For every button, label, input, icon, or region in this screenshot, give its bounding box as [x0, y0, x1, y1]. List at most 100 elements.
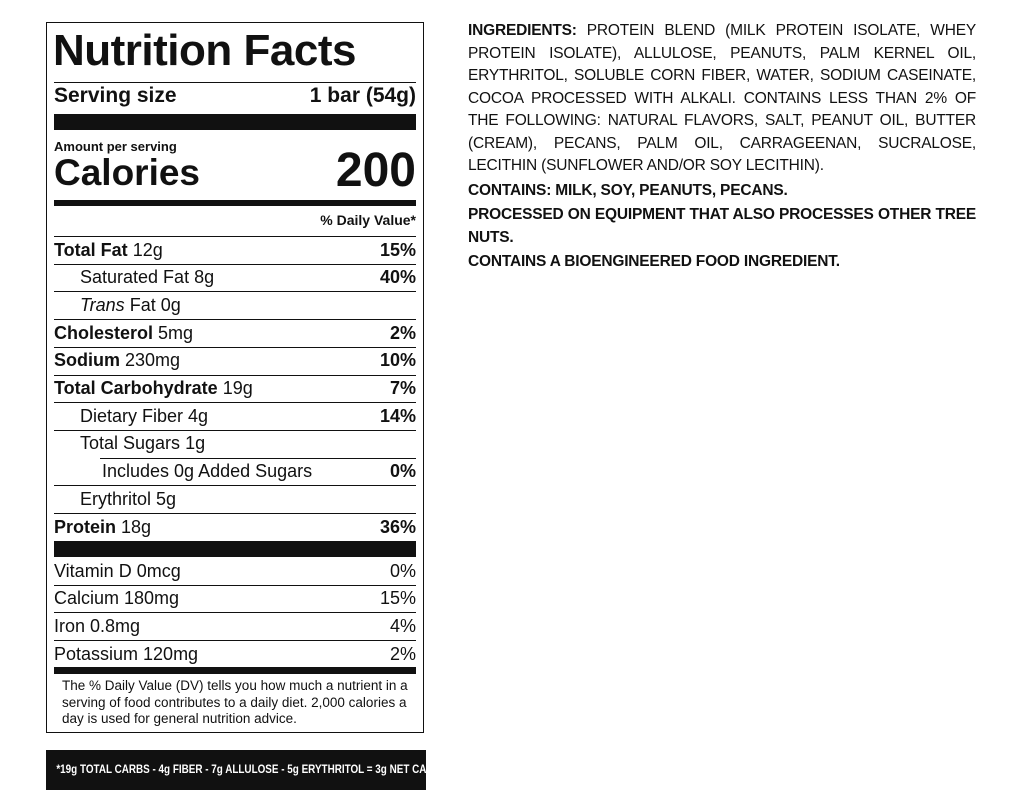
nutrient-name: Sodium — [54, 350, 120, 371]
ingredients-label: INGREDIENTS: — [468, 22, 577, 39]
row-rule — [54, 319, 416, 321]
vitamin-name: Potassium 120mg — [54, 643, 199, 664]
nutrient-row: Total Sugars 1g — [54, 430, 416, 457]
nutrient-label: Dietary Fiber 4g — [80, 406, 208, 426]
vitamin-name: Vitamin D 0mcg — [54, 560, 181, 581]
vitamin-dv: 2% — [389, 643, 416, 664]
vitamin-dv: 4% — [389, 615, 416, 636]
row-rule — [54, 640, 416, 642]
row-rule — [54, 485, 416, 487]
nutrient-row: Total Carbohydrate 19g 7% — [54, 375, 416, 402]
nutrient-dv: 14% — [379, 405, 416, 426]
calories-value: 200 — [335, 144, 416, 197]
row-rule — [54, 236, 416, 237]
nutrient-name: Dietary Fiber — [80, 405, 184, 426]
nutrient-label: Total Fat 12g — [54, 240, 163, 260]
statement: PROCESSED ON EQUIPMENT THAT ALSO PROCESS… — [468, 206, 976, 246]
nutrient-name: Saturated Fat — [80, 267, 190, 288]
nutrient-name: Total Carbohydrate — [54, 378, 218, 398]
dv-header: % Daily Value* — [320, 212, 416, 228]
medium-rule — [54, 200, 416, 206]
nutrient-amount: 0g — [160, 294, 181, 315]
nutrient-row: Dietary Fiber 4g 14% — [54, 403, 416, 430]
nutrient-name: Protein — [54, 516, 117, 537]
nutrient-name: Erythritol — [80, 488, 152, 509]
nutrient-dv: 10% — [379, 350, 416, 371]
nutrient-dv: 40% — [379, 267, 416, 288]
row-rule — [100, 457, 416, 459]
nutrient-label: Trans Fat 0g — [80, 295, 181, 315]
ingredients-text: PROTEIN BLEND (MILK PROTEIN ISOLATE, WHE… — [468, 22, 976, 174]
rule — [54, 82, 416, 83]
nutrient-label: Cholesterol 5mg — [54, 323, 193, 343]
nutrient-amount: 5g — [156, 488, 177, 509]
row-rule — [54, 263, 416, 265]
nutrient-name: Cholesterol — [54, 322, 154, 343]
net-carbs: *19g TOTAL CARBS - 4g FIBER - 7g ALLULOS… — [56, 764, 448, 776]
facts-title: Nutrition Facts — [53, 26, 356, 75]
ingredients: INGREDIENTS: PROTEIN BLEND (MILK PROTEIN… — [468, 20, 976, 276]
vitamin-name: Calcium 180mg — [54, 588, 180, 609]
row-rule — [54, 429, 416, 431]
nutrient-dv: 36% — [379, 516, 416, 537]
nutrient-row: Saturated Fat 8g 40% — [54, 264, 416, 291]
row-rule — [54, 291, 416, 293]
nutrient-dv: 7% — [389, 378, 416, 398]
nutrient-row: Cholesterol 5mg 2% — [54, 320, 416, 347]
nutrition-box — [46, 22, 424, 733]
vitamin-row: Calcium 180mg 15% — [54, 585, 416, 612]
nutrient-label: Includes 0g Added Sugars — [102, 461, 312, 481]
vitamin-dv: 15% — [379, 588, 416, 609]
vitamin-row: Potassium 120mg 2% — [54, 641, 416, 668]
nutrient-amount: 8g — [194, 267, 215, 288]
nutrient-amount: 230mg — [125, 350, 181, 371]
nutrient-row: Sodium 230mg 10% — [54, 347, 416, 374]
statement: CONTAINS A BIOENGINEERED FOOD INGREDIENT… — [468, 253, 840, 270]
nutrient-amount: 5mg — [158, 322, 194, 343]
thick-rule — [54, 541, 416, 557]
statements: CONTAINS: MILK, SOY, PEANUTS, PECANS. PRO… — [468, 180, 976, 274]
row-rule — [54, 346, 416, 348]
nutrient-dv: 15% — [379, 239, 416, 260]
vitamin-name: Iron 0.8mg — [54, 615, 141, 636]
footnote: The % Daily Value (DV) tells you how muc… — [62, 678, 408, 726]
vitamin-row: Iron 0.8mg 4% — [54, 613, 416, 640]
nutrient-amount: 18g — [121, 516, 152, 537]
serving-value: 1 bar (54g) — [309, 84, 416, 107]
nutrient-row: Protein 18g 36% — [54, 514, 416, 541]
nutrient-amount: 4g — [188, 405, 209, 426]
calories-label: Calories — [54, 152, 201, 193]
thick-rule — [54, 114, 416, 130]
nutrient-name: Total Fat — [54, 239, 128, 260]
nutrient-row: Trans Fat 0g — [54, 292, 416, 319]
nutrient-name: Total Sugars — [80, 433, 181, 454]
vitamin-row: Vitamin D 0mcg 0% — [54, 558, 416, 585]
nutrient-row: Erythritol 5g — [54, 486, 416, 513]
row-rule — [54, 402, 416, 404]
nutrient-label: Protein 18g — [54, 517, 151, 537]
nutrient-name: Fat — [129, 294, 156, 315]
medium-rule — [54, 667, 416, 674]
nutrient-row: Total Fat 12g 15% — [54, 237, 416, 264]
vitamin-dv: 0% — [389, 560, 416, 581]
statement: CONTAINS: MILK, SOY, PEANUTS, PECANS. — [468, 181, 788, 199]
nutrient-dv: 2% — [389, 322, 416, 343]
row-rule — [54, 513, 416, 514]
nutrient-row: Includes 0g Added Sugars 0% — [54, 458, 416, 485]
row-rule — [54, 584, 416, 586]
nutrient-italic: Trans — [80, 294, 125, 315]
nutrient-label: Erythritol 5g — [80, 489, 176, 509]
row-rule — [54, 374, 416, 376]
nutrient-label: Total Carbohydrate 19g — [54, 378, 253, 398]
serving-label: Serving size — [54, 84, 177, 107]
nutrient-label: Sodium 230mg — [54, 350, 180, 370]
nutrient-dv: 0% — [389, 461, 416, 482]
row-rule — [54, 612, 416, 614]
nutrient-name: Includes 0g Added Sugars — [102, 461, 313, 482]
net-carbs-box: *19g TOTAL CARBS - 4g FIBER - 7g ALLULOS… — [46, 750, 448, 790]
nutrient-amount: 12g — [132, 239, 163, 260]
amount-label: Amount per serving — [54, 139, 177, 154]
nutrient-label: Total Sugars 1g — [80, 433, 205, 453]
nutrient-amount: 1g — [185, 433, 206, 454]
